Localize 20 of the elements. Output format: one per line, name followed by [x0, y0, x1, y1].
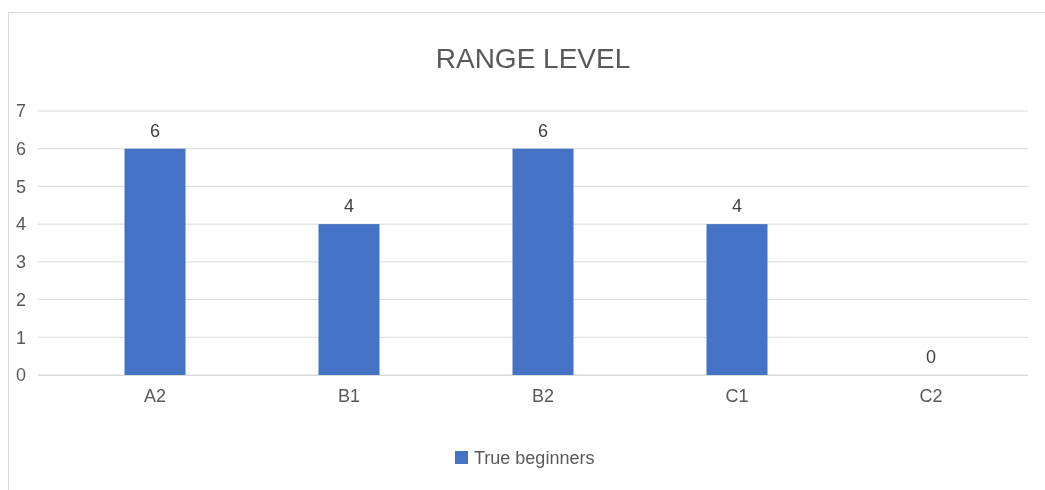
data-label: 0 [925, 347, 937, 367]
x-tick-label: B1 [337, 385, 361, 406]
x-tick-label: A2 [143, 385, 167, 406]
y-tick-label: 0 [15, 365, 26, 386]
y-tick-label: 1 [15, 327, 26, 348]
legend-label: True beginners [474, 448, 595, 468]
y-tick-label: 6 [15, 138, 26, 159]
y-tick-label: 7 [15, 101, 26, 122]
data-label: 6 [149, 120, 161, 141]
x-tick-label: B2 [531, 385, 555, 406]
x-tick-label: C2 [919, 385, 943, 406]
data-label: 4 [343, 196, 355, 217]
data-label: 4 [731, 196, 743, 217]
y-tick-label: 2 [15, 289, 26, 310]
data-label: 6 [537, 120, 549, 141]
x-tick-label: C1 [725, 385, 749, 406]
chart-title: RANGE LEVEL [435, 43, 631, 74]
y-tick-label: 5 [15, 176, 26, 197]
y-tick-label: 4 [15, 214, 26, 235]
y-tick-label: 3 [15, 252, 26, 273]
